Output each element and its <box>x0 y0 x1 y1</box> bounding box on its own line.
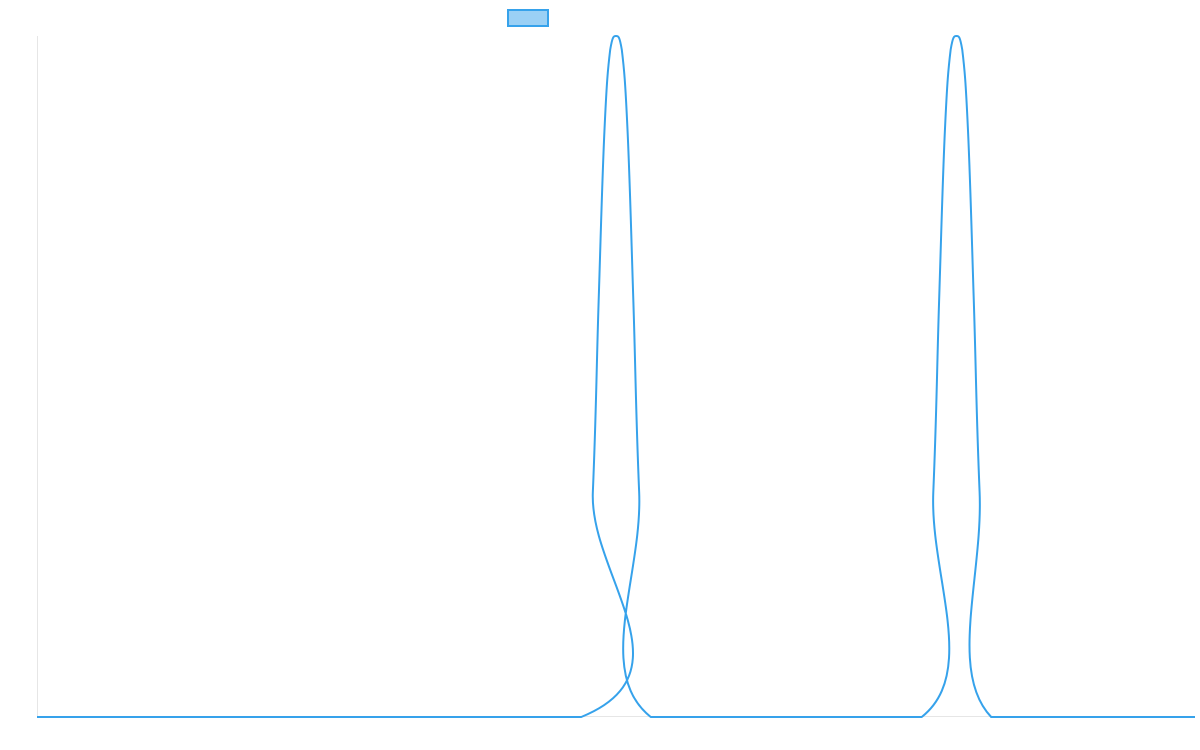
data-point[interactable] <box>936 299 942 305</box>
data-point[interactable] <box>965 128 971 134</box>
data-point[interactable] <box>607 47 613 53</box>
data-point[interactable] <box>959 47 965 53</box>
data-point[interactable] <box>942 128 948 134</box>
legend[interactable] <box>507 9 549 27</box>
data-point[interactable] <box>930 489 936 495</box>
data-point[interactable] <box>971 299 977 305</box>
data-point[interactable] <box>1192 714 1198 720</box>
data-point[interactable] <box>590 489 596 495</box>
data-point[interactable] <box>636 489 642 495</box>
data-point[interactable] <box>630 299 636 305</box>
data-point[interactable] <box>596 299 602 305</box>
data-point[interactable] <box>601 128 607 134</box>
data-point[interactable] <box>988 714 994 720</box>
data-point[interactable] <box>977 489 983 495</box>
data-point[interactable] <box>648 714 654 720</box>
data-points <box>34 33 1198 720</box>
data-point[interactable] <box>578 714 584 720</box>
data-point[interactable] <box>953 33 959 39</box>
data-point[interactable] <box>625 128 631 134</box>
data-point[interactable] <box>948 47 954 53</box>
series-line <box>36 35 1195 719</box>
data-point[interactable] <box>613 33 619 39</box>
data-point[interactable] <box>34 714 40 720</box>
data-point[interactable] <box>919 714 925 720</box>
legend-swatch[interactable] <box>507 9 549 27</box>
data-point[interactable] <box>619 47 625 53</box>
